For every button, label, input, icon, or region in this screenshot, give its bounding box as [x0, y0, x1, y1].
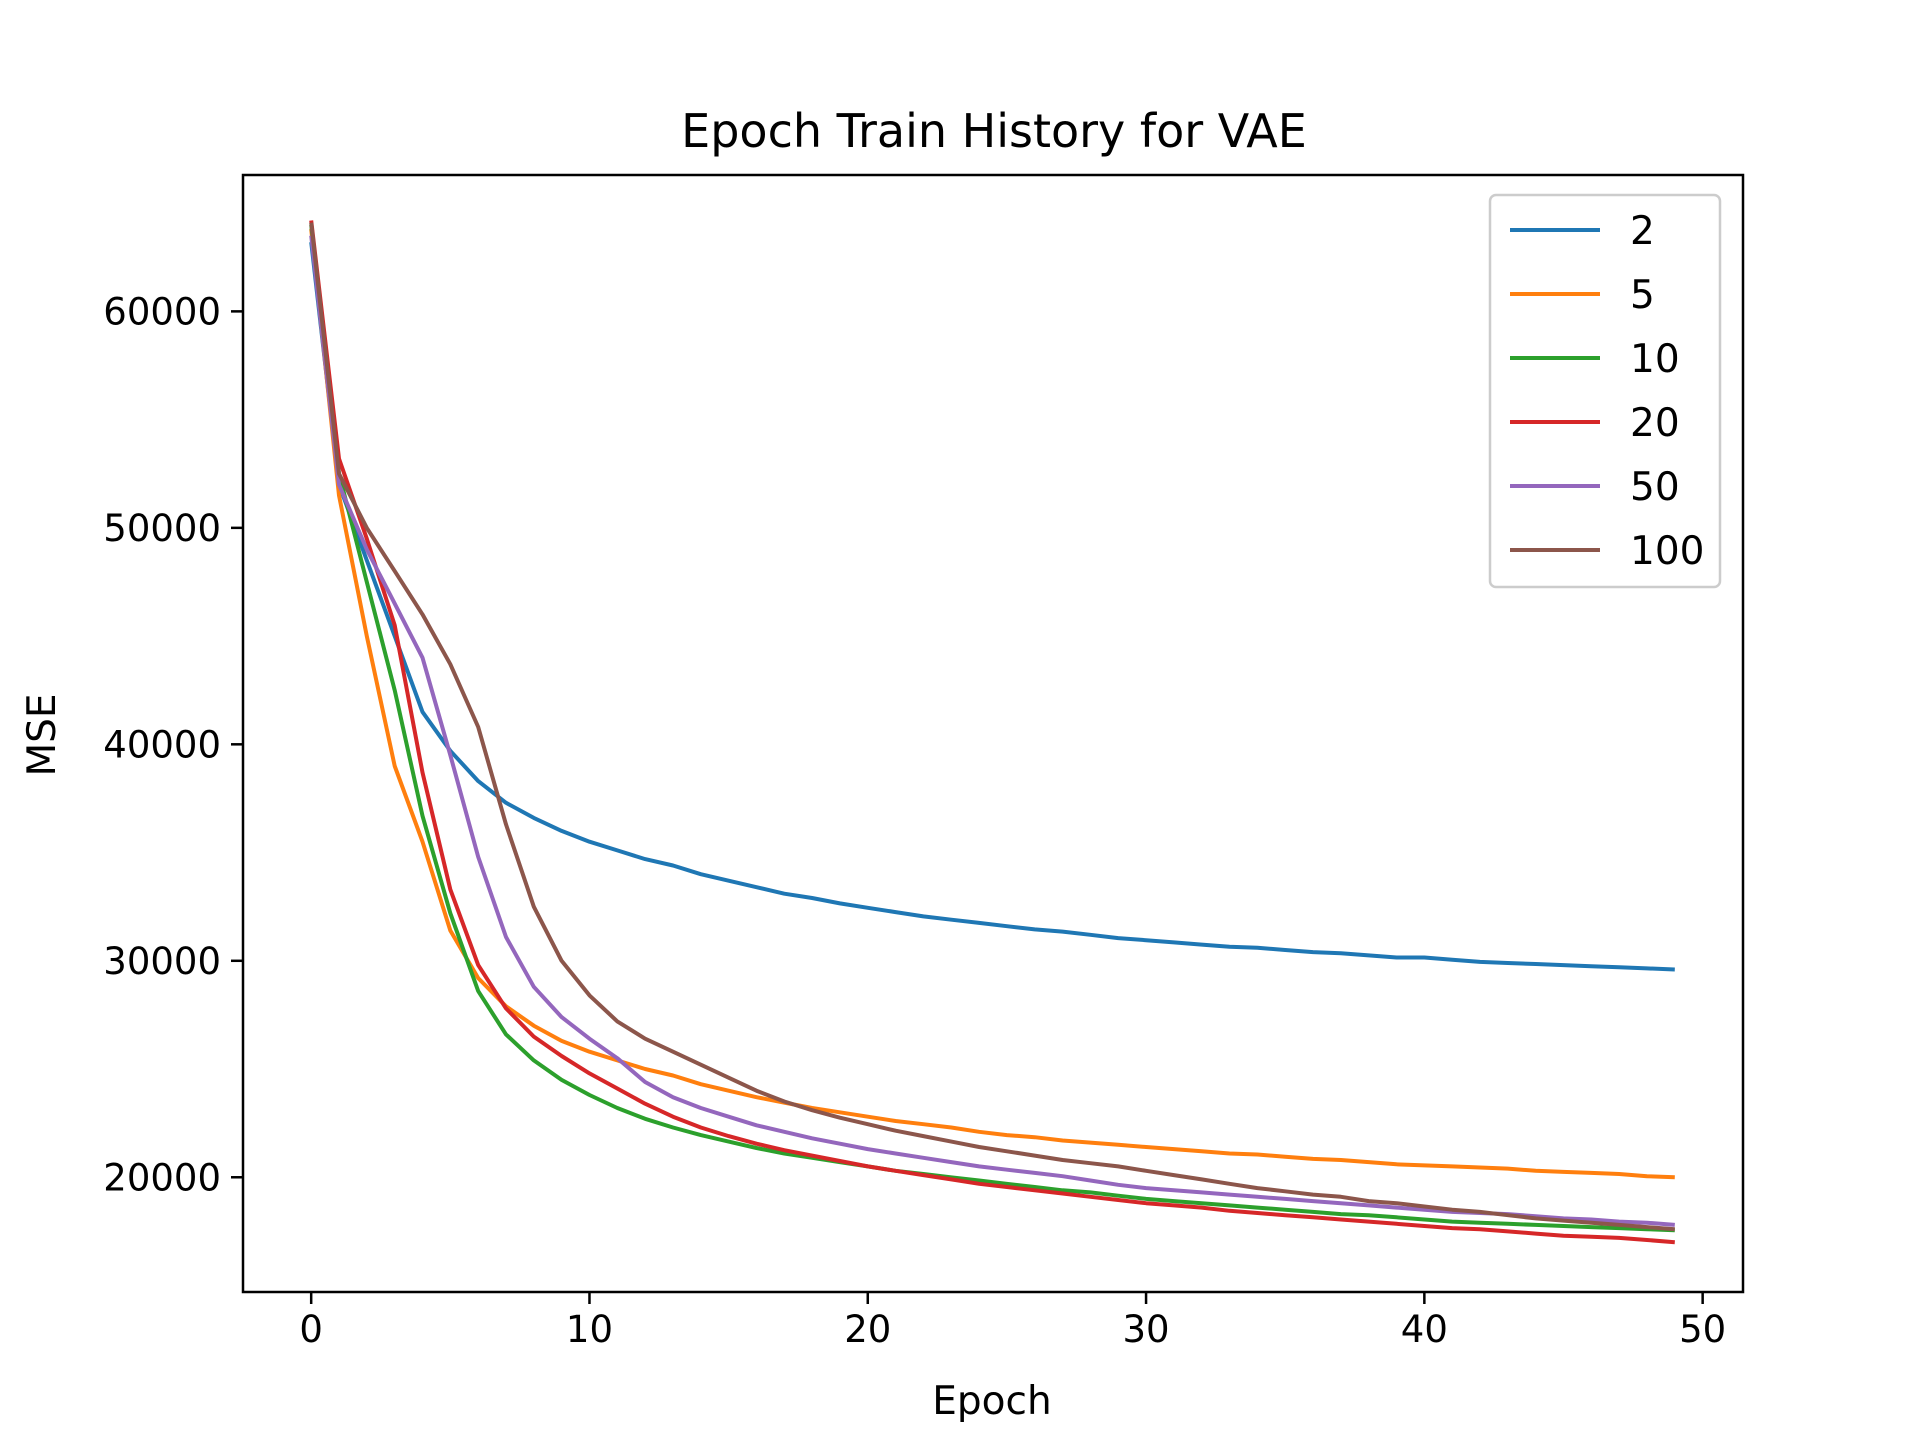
legend: 2 5 10 20 50 100 [1488, 193, 1722, 589]
series-line-10 [309, 224, 1675, 1233]
y-axis: 20000 30000 40000 50000 60000 [103, 290, 243, 1199]
x-tick-label: 20 [844, 1308, 891, 1351]
legend-label-5: 5 [1630, 273, 1655, 318]
y-tick-label: 50000 [103, 507, 221, 550]
plot-area-frame [241, 173, 1745, 1294]
series-line-20 [309, 220, 1675, 1245]
y-tick-label: 60000 [103, 290, 221, 333]
series-line-100 [309, 222, 1675, 1232]
legend-label-2: 2 [1630, 209, 1655, 254]
x-tick-label: 30 [1123, 1308, 1170, 1351]
x-tick-label: 10 [566, 1308, 613, 1351]
x-axis-label: Epoch [932, 1379, 1051, 1424]
legend-label-20: 20 [1630, 401, 1680, 446]
chart-title: Epoch Train History for VAE [681, 104, 1307, 158]
y-tick-label: 40000 [103, 723, 221, 766]
series-line-2 [309, 241, 1675, 972]
series-line-5 [309, 228, 1675, 1180]
y-axis-label: MSE [20, 693, 65, 776]
legend-label-10: 10 [1630, 337, 1680, 382]
x-axis: 0 10 20 30 40 50 [299, 1292, 1726, 1351]
x-tick-label: 50 [1679, 1308, 1726, 1351]
series-layer [309, 220, 1675, 1245]
y-tick-label: 20000 [103, 1156, 221, 1199]
x-tick-label: 0 [299, 1308, 323, 1351]
legend-label-50: 50 [1630, 465, 1680, 510]
y-tick-label: 30000 [103, 940, 221, 983]
series-line-50 [309, 235, 1675, 1227]
legend-label-100: 100 [1630, 529, 1704, 574]
x-tick-label: 40 [1401, 1308, 1448, 1351]
